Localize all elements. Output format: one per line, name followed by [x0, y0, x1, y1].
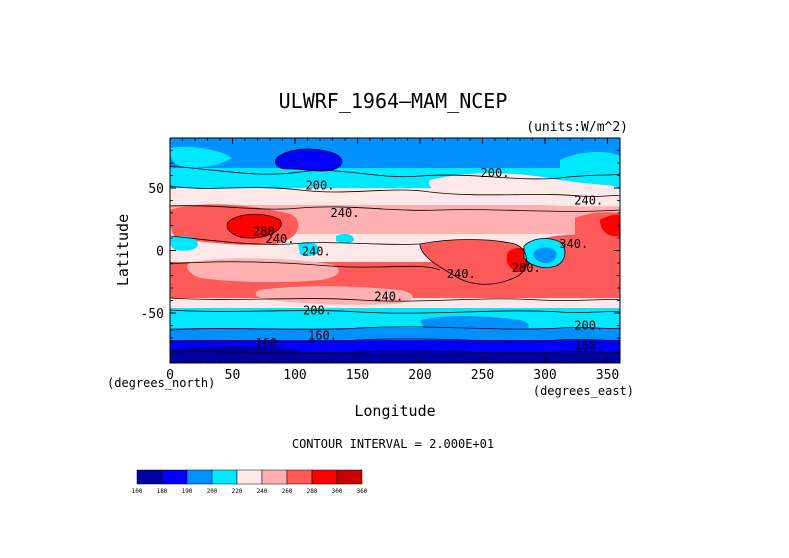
south-pink-tongue [255, 286, 413, 305]
contour-line [170, 297, 620, 302]
x-tick-label: 350 [596, 368, 619, 383]
cold-spot-mid [336, 233, 354, 244]
colorbar-swatch [336, 469, 363, 485]
contour-label: 200. [481, 166, 510, 180]
contour-line [170, 309, 620, 314]
contour-line [170, 350, 620, 354]
contour-line [419, 239, 528, 285]
south-cool-notch [420, 316, 529, 335]
colorbar-level-label: 200 [207, 488, 218, 495]
band-antarctic-deep [300, 352, 620, 363]
colorbar-swatch [236, 469, 263, 485]
y-axis: -50 0 50 [141, 150, 620, 351]
x-tick-label: 250 [471, 368, 494, 383]
cold-spot-amazon-core [533, 247, 557, 264]
contour-line [170, 235, 421, 245]
x-tick-label: 0 [166, 368, 174, 383]
colorbar-level-label: 280 [307, 488, 318, 495]
chart-title: ULWRF_1964—MAM_NCEP [279, 89, 508, 113]
contour-label: 240. [266, 232, 295, 246]
contour-line [170, 205, 620, 212]
contour-line [275, 148, 343, 172]
contour-label: 240. [331, 206, 360, 220]
contour-label: 240. [374, 290, 403, 304]
x-tick-label: 300 [533, 368, 556, 383]
colorbar-swatch [186, 469, 213, 485]
y-tick-label: 50 [148, 182, 164, 197]
x-tick-label: 150 [346, 368, 369, 383]
x-tick-label: 200 [408, 368, 431, 383]
contour-label: 160. [308, 328, 337, 342]
contour-line [523, 238, 566, 268]
colorbar-level-label: 100 [132, 488, 143, 495]
contour-label: 240. [447, 267, 476, 281]
cold-spot-maritime [298, 242, 320, 257]
contour-line [170, 261, 441, 271]
warm-pacific-tongue [420, 239, 527, 285]
band-polar-north [170, 138, 620, 152]
units-label: (units:W/m^2) [526, 120, 628, 135]
contour-line [170, 338, 620, 343]
x-tick-label: 50 [225, 368, 241, 383]
x-axis: 0 50 100 150 200 250 300 350 [166, 138, 619, 383]
contour-label: 240. [302, 245, 331, 259]
hot-core-east [600, 214, 620, 237]
map-area: 200.200.240.240.280.240.240.340.280.240.… [170, 138, 620, 363]
contour-label: 200. [303, 303, 332, 317]
south-dark-band [170, 346, 300, 363]
colorbar-swatch [136, 469, 163, 485]
y-tick-label: -50 [141, 307, 164, 322]
contour-label: 200. [574, 318, 603, 332]
north-cyan-patch-east [560, 151, 620, 180]
contour-label: 240. [574, 193, 603, 207]
x-units-label: (degrees_east) [533, 384, 634, 398]
cold-spot-africa [170, 236, 198, 251]
colorbar-swatch [161, 469, 188, 485]
colorbar-swatch [286, 469, 313, 485]
y-tick-label: 0 [156, 245, 164, 260]
contour-interval-text: CONTOUR INTERVAL = 2.000E+01 [292, 437, 494, 451]
contour-line [170, 165, 620, 180]
contour-line [226, 213, 282, 239]
contour-lines [170, 148, 620, 354]
contour-line [170, 326, 620, 331]
colorbar-swatch [211, 469, 238, 485]
x-axis-title: Longitude [354, 402, 435, 420]
colorbar-swatch [261, 469, 288, 485]
x-tick-label: 100 [283, 368, 306, 383]
contour-label: 340. [559, 237, 588, 251]
contour-label: 200. [306, 178, 335, 192]
contour-label: 160. [256, 336, 285, 350]
colorbar-swatch [311, 469, 338, 485]
hot-core-west [227, 214, 282, 238]
north-pink-bulge [429, 173, 620, 207]
colorbar-level-label: 360 [357, 488, 368, 495]
north-dark-blue-blob [275, 149, 342, 171]
colorbar-level-label: 260 [282, 488, 293, 495]
contour-line [170, 185, 620, 197]
contour-labels: 200.200.240.240.280.240.240.340.280.240.… [253, 166, 603, 353]
colorbar-level-label: 300 [332, 488, 343, 495]
colorbar-level-label: 190 [182, 488, 193, 495]
colorbar-level-label: 240 [257, 488, 268, 495]
contour-label: 280. [253, 225, 282, 239]
y-axis-title: Latitude [114, 214, 132, 286]
contour-label: 280. [512, 261, 541, 275]
north-cyan-patch [170, 146, 232, 168]
colorbar: 100 180 190 200 220 240 260 280 300 360 [132, 469, 368, 495]
colorbar-level-label: 220 [232, 488, 243, 495]
colorbar-level-label: 180 [157, 488, 168, 495]
y-units-label: (degrees_north) [107, 376, 215, 390]
contour-label: 160. [574, 338, 603, 352]
band-south-cool [170, 328, 620, 342]
